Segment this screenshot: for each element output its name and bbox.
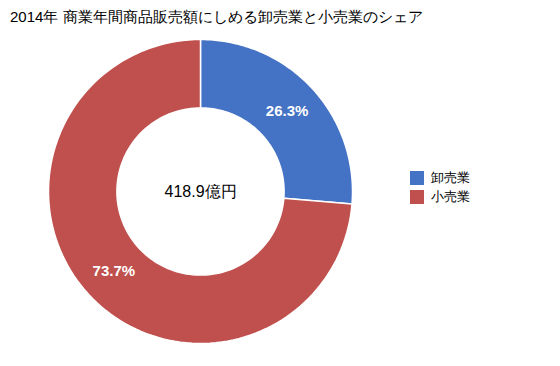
svg-text:26.3%: 26.3% (266, 102, 309, 119)
svg-text:418.9億円: 418.9億円 (164, 183, 236, 200)
html-text:小売業: 小売業 (430, 188, 470, 204)
html-text:2014年 商業年間商品販売額にしめる卸売業と小売業のシェア: 2014年 商業年間商品販売額にしめる卸売業と小売業のシェア (10, 8, 423, 25)
svg-text:73.7%: 73.7% (93, 262, 136, 279)
html-text:卸売業: 卸売業 (430, 169, 470, 185)
